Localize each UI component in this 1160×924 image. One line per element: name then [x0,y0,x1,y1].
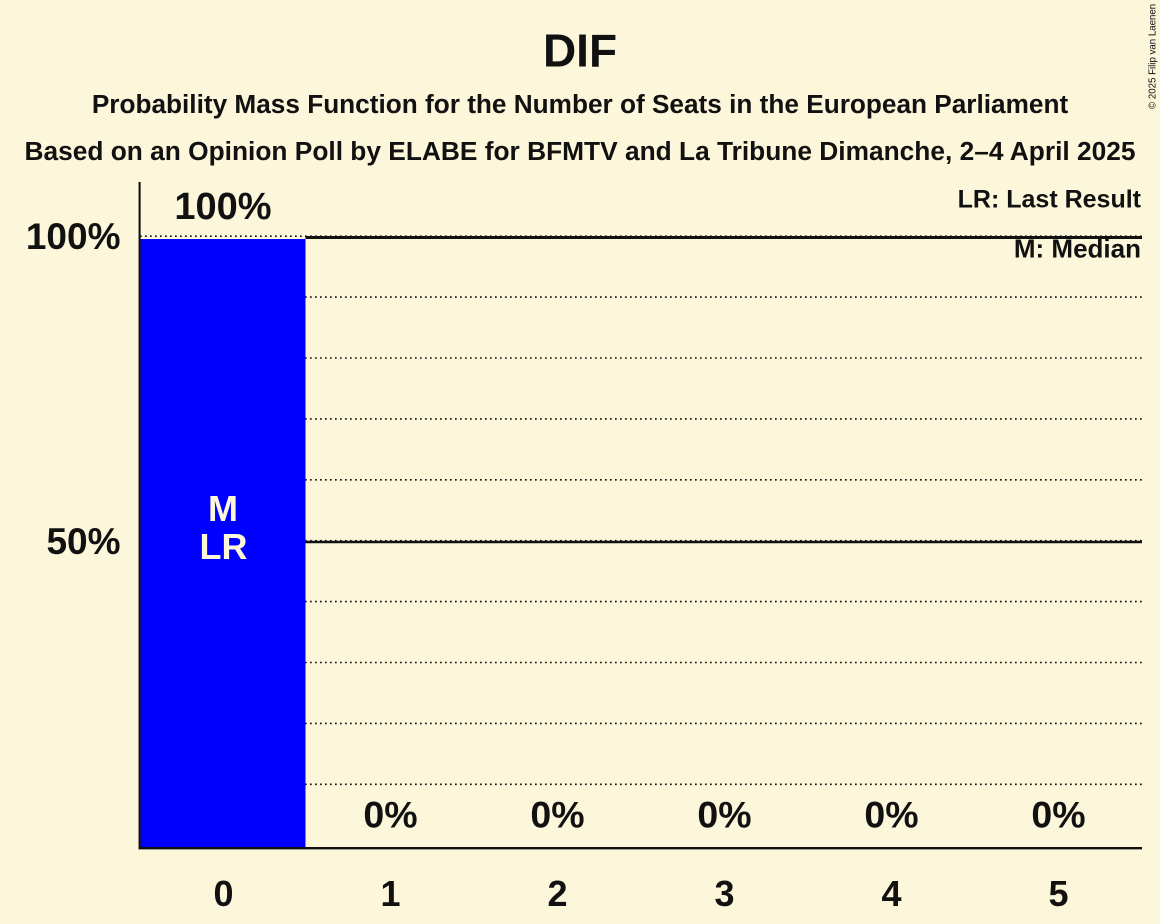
svg-text:LR: Last Result: LR: Last Result [958,186,1142,214]
svg-text:1: 1 [380,873,400,914]
svg-text:100%: 100% [174,186,271,228]
svg-text:Probability Mass Function for: Probability Mass Function for the Number… [92,89,1069,119]
svg-text:LR: LR [200,526,248,567]
svg-text:Based on an Opinion Poll by EL: Based on an Opinion Poll by ELABE for BF… [25,136,1136,166]
svg-text:© 2025 Filip van Laenen: © 2025 Filip van Laenen [1148,4,1159,109]
svg-text:3: 3 [714,873,734,914]
svg-text:0%: 0% [864,794,918,836]
svg-text:0%: 0% [697,794,751,836]
svg-text:0: 0 [213,873,233,914]
svg-text:M: M [208,488,238,529]
svg-text:4: 4 [881,873,901,914]
svg-text:0%: 0% [530,794,584,836]
svg-text:DIF: DIF [543,25,617,77]
svg-text:50%: 50% [46,521,120,562]
svg-text:100%: 100% [26,216,121,257]
svg-text:0%: 0% [363,794,417,836]
svg-text:5: 5 [1048,873,1068,914]
svg-text:2: 2 [547,873,567,914]
svg-text:0%: 0% [1031,794,1085,836]
